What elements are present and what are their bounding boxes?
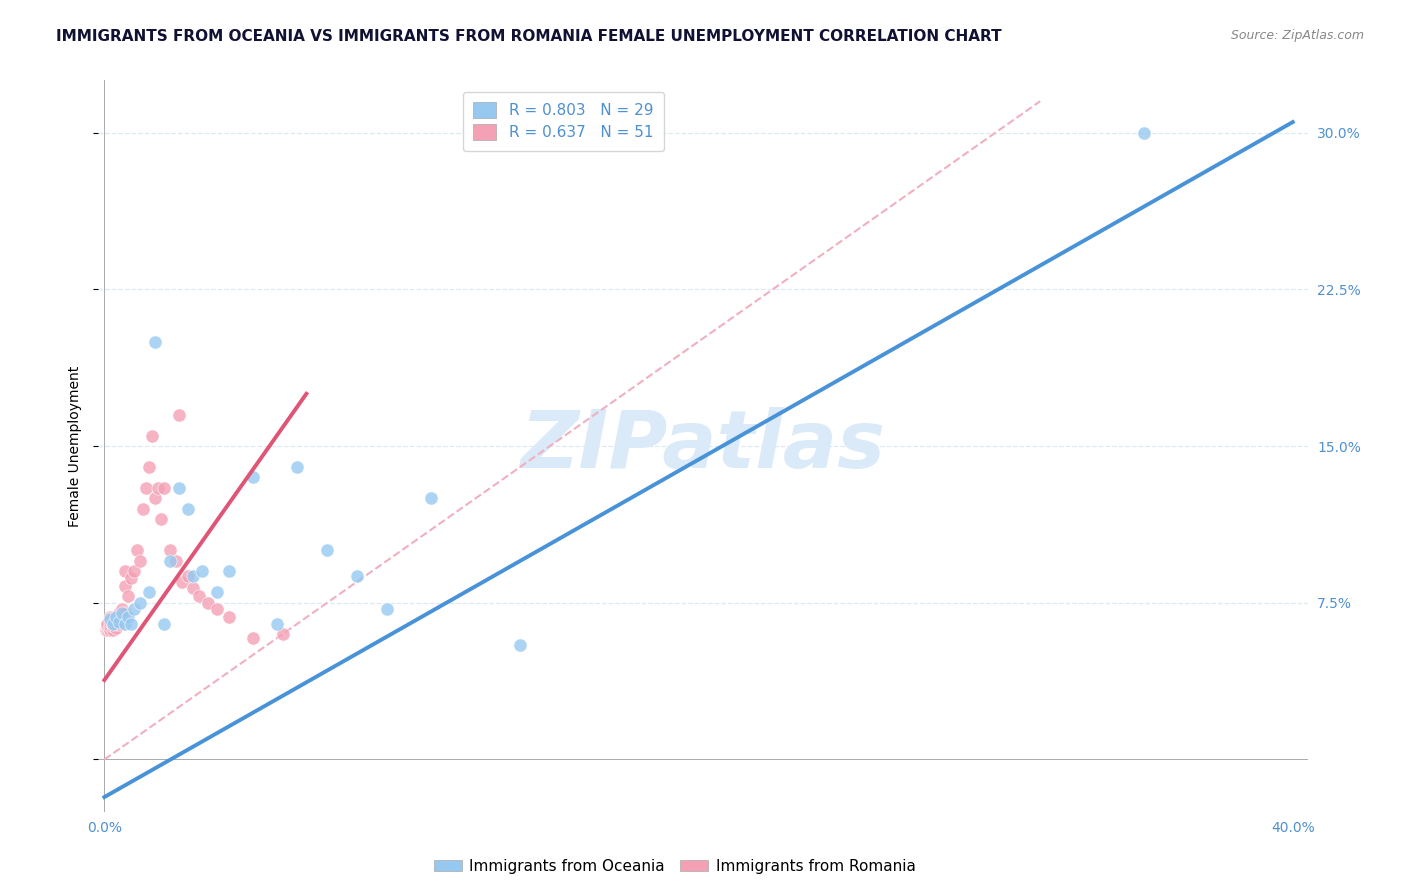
Point [98, 623, 121, 637]
Point [509, 638, 531, 652]
Point [114, 579, 136, 593]
Point [103, 623, 125, 637]
Point [122, 602, 145, 616]
Point [108, 606, 131, 620]
Point [98, 615, 121, 629]
Point [218, 610, 240, 624]
Point [170, 574, 193, 589]
Point [159, 554, 181, 568]
Point [114, 565, 136, 579]
Point [176, 501, 198, 516]
Point [167, 408, 190, 422]
Point [105, 610, 128, 624]
Text: Source: ZipAtlas.com: Source: ZipAtlas.com [1230, 29, 1364, 42]
Point [207, 602, 229, 616]
Point [114, 616, 136, 631]
Point [117, 610, 139, 624]
Point [96, 616, 118, 631]
Point [1133, 126, 1156, 140]
Point [125, 543, 148, 558]
Point [176, 568, 198, 582]
Point [242, 470, 264, 484]
Point [152, 616, 174, 631]
Point [129, 596, 152, 610]
Point [108, 615, 131, 629]
Point [149, 512, 172, 526]
Point [97, 621, 120, 635]
Point [183, 581, 205, 595]
Point [120, 616, 142, 631]
Point [111, 610, 134, 624]
Point [105, 612, 128, 626]
Point [108, 616, 131, 631]
Point [96, 621, 118, 635]
Point [98, 610, 121, 624]
Point [103, 610, 125, 624]
Point [105, 621, 128, 635]
Point [266, 616, 288, 631]
Point [105, 616, 128, 631]
Point [96, 618, 118, 632]
Point [197, 596, 219, 610]
Point [135, 481, 157, 495]
Point [132, 501, 155, 516]
Point [218, 565, 240, 579]
Point [207, 585, 229, 599]
Text: ZIPatlas: ZIPatlas [520, 407, 886, 485]
Point [105, 610, 128, 624]
Point [103, 618, 125, 632]
Point [143, 491, 166, 506]
Point [167, 481, 190, 495]
Point [271, 627, 294, 641]
Point [346, 568, 368, 582]
Point [114, 606, 136, 620]
Point [129, 554, 152, 568]
Point [141, 428, 163, 442]
Point [316, 543, 339, 558]
Point [98, 618, 121, 632]
Point [165, 554, 187, 568]
Point [183, 568, 205, 582]
Point [98, 612, 121, 626]
Point [138, 459, 160, 474]
Point [103, 616, 125, 631]
Point [111, 602, 134, 616]
Y-axis label: Female Unemployment: Female Unemployment [69, 366, 83, 526]
Point [188, 590, 211, 604]
Point [122, 565, 145, 579]
Point [242, 632, 264, 646]
Point [191, 565, 214, 579]
Point [108, 612, 131, 626]
Point [103, 616, 125, 631]
Point [96, 623, 118, 637]
Legend: R = 0.803   N = 29, R = 0.637   N = 51: R = 0.803 N = 29, R = 0.637 N = 51 [463, 92, 664, 151]
Text: IMMIGRANTS FROM OCEANIA VS IMMIGRANTS FROM ROMANIA FEMALE UNEMPLOYMENT CORRELATI: IMMIGRANTS FROM OCEANIA VS IMMIGRANTS FR… [56, 29, 1002, 44]
Point [117, 590, 139, 604]
Point [375, 602, 398, 616]
Point [111, 606, 134, 620]
Point [152, 481, 174, 495]
Legend: Immigrants from Oceania, Immigrants from Romania: Immigrants from Oceania, Immigrants from… [429, 853, 921, 880]
Point [420, 491, 443, 506]
Point [146, 481, 169, 495]
Point [159, 543, 181, 558]
Point [94, 623, 117, 637]
Point [287, 459, 309, 474]
Point [120, 571, 142, 585]
Point [143, 334, 166, 349]
Point [138, 585, 160, 599]
